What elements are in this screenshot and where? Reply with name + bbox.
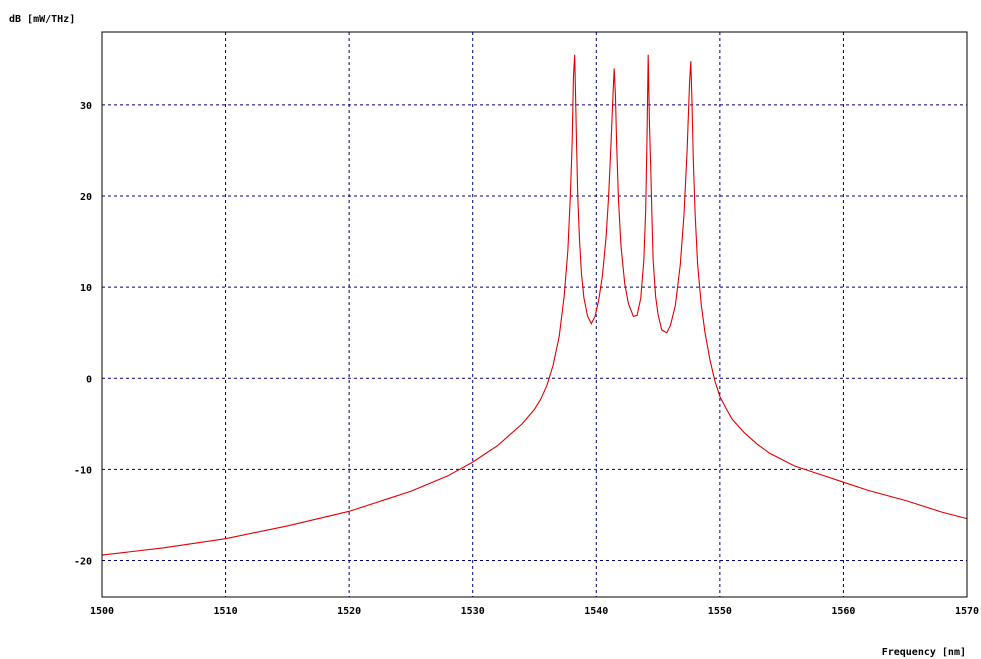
y-tick-label: -20	[74, 557, 92, 568]
x-tick-label: 1570	[955, 606, 979, 617]
x-tick-label: 1510	[214, 606, 238, 617]
y-tick-label: 20	[80, 192, 92, 203]
y-tick-label: 30	[80, 101, 92, 112]
grid-lines	[102, 32, 967, 597]
x-tick-label: 1550	[708, 606, 732, 617]
plot-frame	[101, 31, 968, 598]
series-line	[101, 54, 968, 556]
y-tick-label: 0	[86, 374, 92, 385]
x-tick-label: 1530	[461, 606, 485, 617]
x-tick-label: 1560	[831, 606, 855, 617]
x-tick-label: 1520	[337, 606, 361, 617]
y-tick-label: 10	[80, 283, 92, 294]
x-axis-title: Frequency [nm]	[882, 647, 966, 658]
y-tick-label: -10	[74, 465, 92, 476]
y-tick-labels: 30 20 10 0 -10 -20	[74, 101, 92, 568]
y-axis-title: dB [mW/THz]	[9, 14, 75, 25]
x-tick-label: 1500	[90, 606, 114, 617]
x-tick-labels: 1500 1510 1520 1530 1540 1550 1560 1570	[90, 606, 979, 617]
x-tick-label: 1540	[584, 606, 608, 617]
